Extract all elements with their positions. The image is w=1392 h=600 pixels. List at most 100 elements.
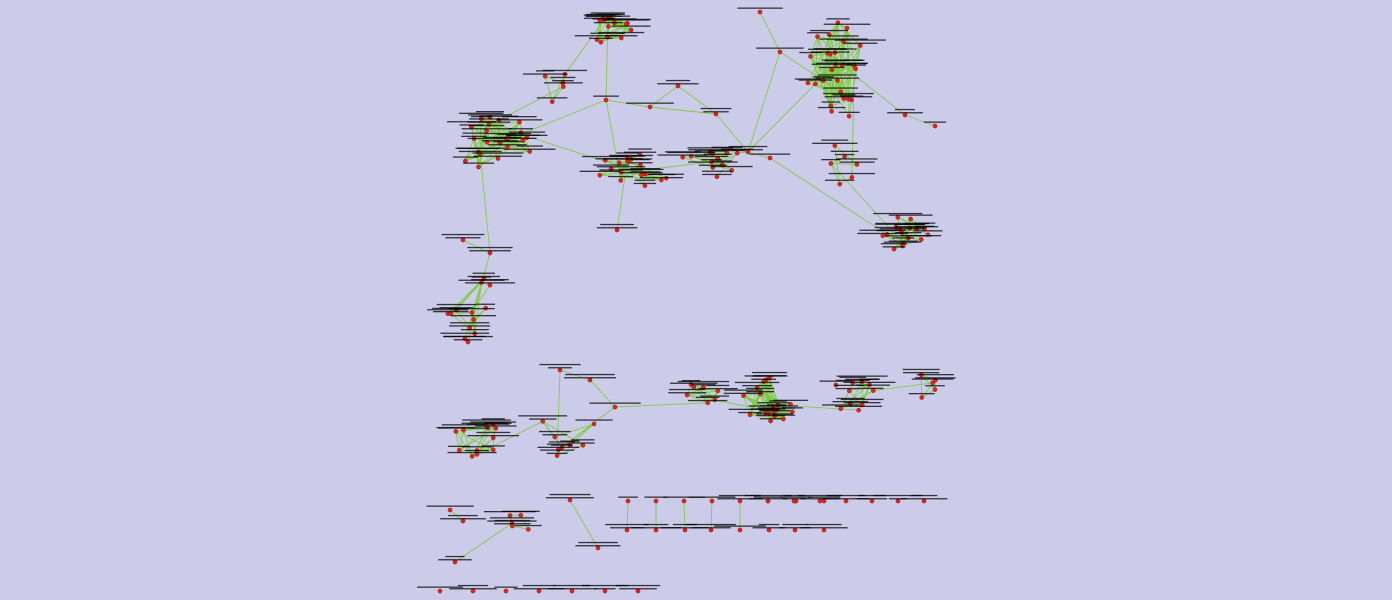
network-node[interactable]	[871, 388, 876, 393]
network-node[interactable]	[843, 498, 849, 504]
network-node[interactable]	[832, 143, 838, 148]
network-node[interactable]	[735, 150, 740, 156]
network-node[interactable]	[932, 387, 938, 392]
network-node[interactable]	[919, 395, 925, 400]
network-node[interactable]	[908, 216, 913, 222]
network-node[interactable]	[628, 27, 634, 33]
network-node[interactable]	[490, 447, 496, 453]
network-node[interactable]	[549, 99, 555, 104]
network-node[interactable]	[635, 588, 641, 594]
network-node[interactable]	[463, 158, 468, 164]
network-node[interactable]	[815, 34, 820, 39]
network-node[interactable]	[619, 35, 624, 41]
network-node[interactable]	[659, 177, 664, 183]
network-node[interactable]	[580, 442, 586, 448]
network-node[interactable]	[880, 233, 886, 238]
network-node[interactable]	[614, 227, 620, 233]
network-node[interactable]	[469, 310, 475, 315]
network-node[interactable]	[437, 588, 443, 594]
network-node[interactable]	[829, 67, 835, 72]
network-node[interactable]	[838, 406, 844, 412]
network-node[interactable]	[846, 113, 852, 119]
network-node[interactable]	[766, 527, 772, 533]
network-node[interactable]	[681, 498, 687, 504]
network-node[interactable]	[808, 54, 813, 59]
network-node[interactable]	[709, 498, 715, 504]
network-node[interactable]	[487, 250, 493, 256]
network-node[interactable]	[470, 588, 476, 594]
network-node[interactable]	[460, 518, 466, 524]
network-node[interactable]	[842, 154, 847, 160]
network-node[interactable]	[705, 400, 711, 406]
network-node[interactable]	[745, 149, 751, 155]
network-node[interactable]	[505, 144, 510, 150]
network-node[interactable]	[469, 454, 475, 459]
network-node[interactable]	[741, 393, 746, 398]
network-node[interactable]	[524, 135, 530, 140]
network-node[interactable]	[526, 527, 531, 532]
network-node[interactable]	[846, 96, 851, 102]
network-node[interactable]	[493, 425, 499, 431]
network-node[interactable]	[517, 119, 522, 125]
network-node[interactable]	[653, 498, 659, 504]
network-node[interactable]	[757, 9, 763, 15]
network-node[interactable]	[612, 404, 618, 410]
network-node[interactable]	[869, 498, 875, 504]
network-node[interactable]	[527, 149, 533, 154]
network-node[interactable]	[680, 154, 686, 160]
network-node[interactable]	[487, 282, 493, 288]
network-node[interactable]	[490, 435, 496, 441]
network-node[interactable]	[792, 527, 798, 533]
network-node[interactable]	[542, 74, 548, 79]
network-node[interactable]	[557, 367, 563, 373]
network-node[interactable]	[495, 156, 501, 161]
network-node[interactable]	[835, 78, 840, 83]
network-node[interactable]	[691, 384, 697, 390]
network-node[interactable]	[684, 392, 690, 398]
network-node[interactable]	[790, 409, 795, 415]
network-node[interactable]	[767, 155, 773, 161]
network-node[interactable]	[447, 507, 453, 513]
network-node[interactable]	[484, 128, 489, 134]
network-node[interactable]	[932, 123, 938, 129]
network-node[interactable]	[856, 407, 861, 413]
network-node[interactable]	[567, 497, 573, 503]
network-node[interactable]	[509, 523, 515, 529]
network-node[interactable]	[461, 427, 466, 433]
network-node[interactable]	[821, 527, 827, 533]
network-node[interactable]	[827, 52, 833, 57]
network-node[interactable]	[520, 138, 526, 143]
network-node[interactable]	[616, 160, 622, 165]
network-node[interactable]	[805, 80, 811, 86]
network-node[interactable]	[456, 447, 462, 453]
network-node[interactable]	[476, 164, 481, 170]
network-node[interactable]	[837, 181, 843, 187]
network-node[interactable]	[737, 527, 743, 533]
network-node[interactable]	[597, 172, 603, 178]
network-node[interactable]	[625, 498, 631, 504]
network-node[interactable]	[791, 498, 797, 504]
network-node[interactable]	[453, 429, 459, 434]
network-node[interactable]	[829, 109, 834, 114]
network-node[interactable]	[777, 49, 783, 55]
network-node[interactable]	[895, 215, 901, 220]
network-node[interactable]	[891, 246, 897, 252]
network-node[interactable]	[813, 81, 818, 87]
network-node[interactable]	[828, 161, 834, 166]
network-node[interactable]	[847, 388, 852, 394]
network-node[interactable]	[507, 513, 513, 518]
network-node[interactable]	[618, 178, 624, 183]
network-node[interactable]	[781, 416, 786, 422]
network-node[interactable]	[606, 24, 611, 29]
network-node[interactable]	[895, 498, 901, 504]
network-node[interactable]	[518, 512, 524, 518]
network-node[interactable]	[561, 84, 566, 89]
network-node[interactable]	[569, 588, 575, 594]
network-node[interactable]	[737, 498, 743, 504]
network-node[interactable]	[540, 418, 546, 424]
network-node[interactable]	[552, 434, 558, 440]
network-node[interactable]	[460, 237, 466, 243]
network-node[interactable]	[768, 418, 773, 424]
network-node[interactable]	[844, 25, 850, 31]
network-node[interactable]	[765, 498, 771, 504]
